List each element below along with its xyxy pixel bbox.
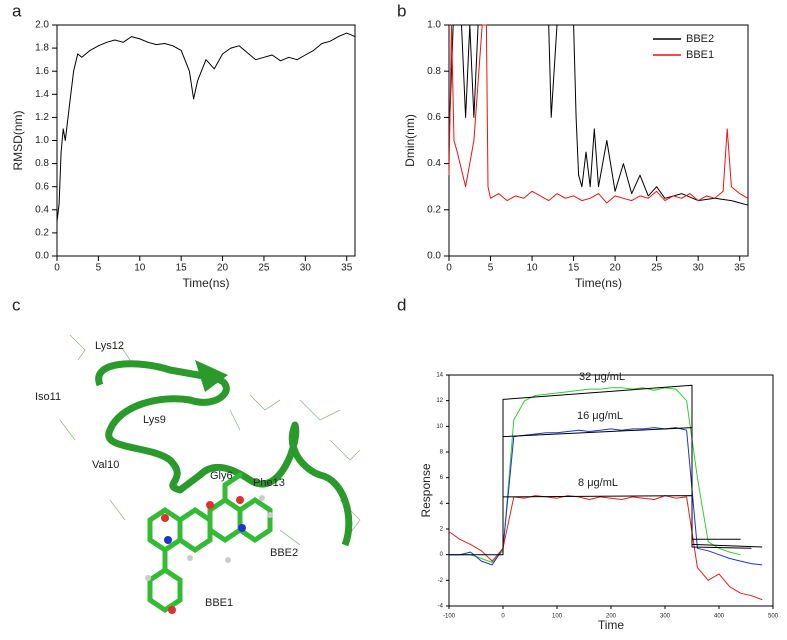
y-tick-label: 0.6	[35, 181, 49, 192]
ribbon-arrow	[195, 360, 228, 392]
x-tick-label: -100	[443, 614, 456, 620]
x-tick-label: 15	[568, 263, 580, 274]
series-line	[502, 427, 752, 555]
x-tick-label: 35	[341, 263, 353, 274]
x-tick-label: 20	[610, 263, 622, 274]
y-tick-label: 0.2	[427, 204, 441, 215]
annotation: Val10	[92, 459, 119, 471]
y-tick-label: 0.8	[427, 66, 441, 77]
series-line	[448, 24, 749, 204]
legend-label: BBE2	[686, 33, 714, 45]
y-tick-label: 2.0	[35, 20, 49, 31]
annotation: BBE2	[270, 547, 298, 559]
y-tick-label: 1.2	[35, 112, 49, 123]
y-tick-label: 4	[440, 501, 444, 507]
x-tick-label: 0	[446, 263, 452, 274]
panel-label: a	[12, 1, 22, 20]
annotation: Lys9	[143, 414, 166, 426]
y-tick-label: 10	[436, 424, 443, 430]
y-tick-label: 1.0	[35, 135, 49, 146]
annotation: Lys12	[95, 340, 124, 352]
x-tick-label: 15	[176, 263, 188, 274]
ribbon	[95, 360, 353, 547]
annotation: Iso11	[35, 391, 61, 403]
annotation: 16 μg/mL	[577, 410, 623, 422]
y-tick-label: 1.0	[427, 20, 441, 31]
x-tick-label: 5	[488, 263, 494, 274]
series-line	[56, 32, 356, 222]
legend-label: BBE1	[686, 49, 714, 61]
y-tick-label: 12	[436, 398, 443, 404]
y-tick-label: 2	[440, 527, 444, 533]
annotation: BBE1	[205, 597, 233, 609]
y-tick-label: 0.0	[427, 251, 441, 262]
annotation: 32 μg/mL	[579, 371, 625, 383]
y-tick-label: 0.4	[35, 204, 49, 215]
y-tick-label: 0.2	[35, 228, 49, 239]
y-axis-label: Dmin(nm)	[403, 114, 417, 167]
x-tick-label: 400	[714, 614, 725, 620]
annotation: Phe13	[253, 477, 285, 489]
x-tick-label: 35	[734, 263, 746, 274]
x-tick-label: 100	[552, 614, 563, 620]
x-tick-label: 500	[768, 614, 779, 620]
x-axis-label: Time(ns)	[575, 276, 622, 290]
x-axis-label: Time(ns)	[183, 276, 230, 290]
y-tick-label: 1.4	[35, 89, 49, 100]
x-tick-label: 30	[693, 263, 705, 274]
y-tick-label: 6	[440, 475, 444, 481]
structure-illustration	[59, 334, 361, 614]
series-line	[448, 495, 763, 601]
x-axis-label: Time	[598, 618, 625, 632]
y-tick-label: 0.4	[427, 158, 441, 169]
x-tick-label: 10	[134, 263, 146, 274]
x-tick-label: 0	[54, 263, 60, 274]
y-tick-label: 0	[440, 552, 444, 558]
x-tick-label: 25	[258, 263, 270, 274]
panel-label: c	[12, 295, 21, 314]
y-axis-label: Response	[419, 463, 433, 517]
x-tick-label: 10	[526, 263, 538, 274]
x-tick-label: 25	[651, 263, 663, 274]
series-line	[449, 384, 763, 556]
panel-label: b	[397, 1, 406, 20]
x-tick-label: 20	[217, 263, 229, 274]
series-line	[502, 495, 741, 555]
x-tick-label: 5	[96, 263, 102, 274]
y-axis-label: RMSD(nm)	[11, 111, 25, 171]
y-tick-label: 0.6	[427, 112, 441, 123]
x-tick-label: 200	[606, 614, 617, 620]
y-tick-label: 14	[436, 373, 443, 379]
y-tick-label: -2	[438, 578, 444, 584]
y-tick-label: 0.0	[35, 251, 49, 262]
annotation: Gly6	[210, 470, 233, 482]
y-tick-label: 1.6	[35, 66, 49, 77]
x-tick-label: 300	[660, 614, 671, 620]
y-tick-label: -4	[438, 604, 444, 610]
x-tick-label: 30	[300, 263, 312, 274]
x-tick-label: 0	[501, 614, 505, 620]
y-tick-label: 0.8	[35, 158, 49, 169]
series-line	[448, 24, 749, 206]
y-tick-label: 1.8	[35, 43, 49, 54]
y-tick-label: 8	[440, 450, 444, 456]
panel-label: d	[397, 295, 406, 314]
annotation: 8 μg/mL	[578, 477, 618, 489]
